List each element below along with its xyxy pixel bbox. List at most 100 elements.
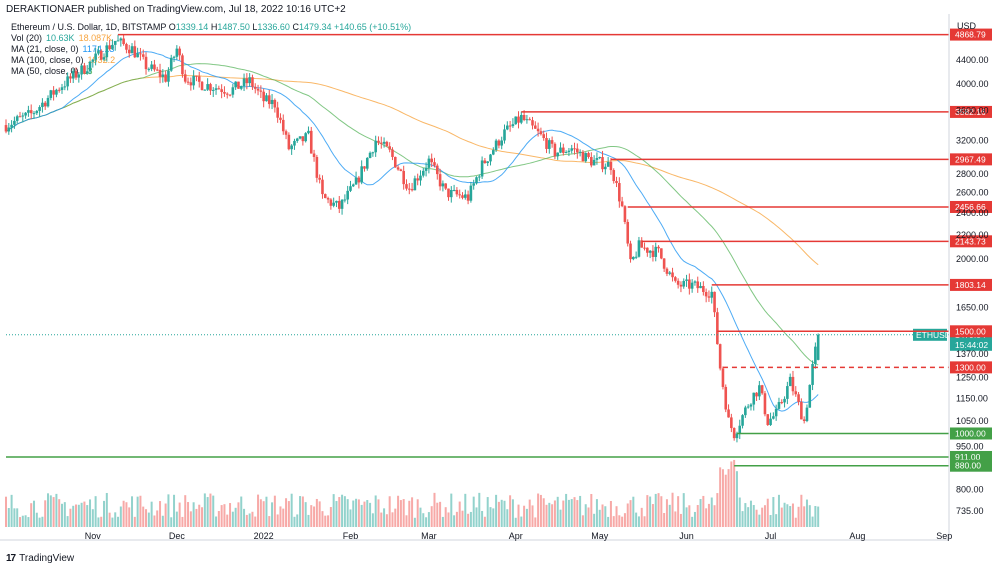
volume-bar [254,516,257,527]
candle-body [500,140,504,146]
volume-bar [783,502,786,527]
volume-bar [590,493,593,527]
ma21-line [5,51,819,412]
candle-body [113,40,117,45]
candle-body [679,284,683,287]
candle-body [315,156,319,178]
candle-body [651,250,655,257]
moving-averages [5,51,819,412]
volume-bar [290,493,293,527]
candle-body [548,140,551,149]
y-tick-label: 2000.00 [956,254,989,264]
candle-body [203,89,207,91]
volume-bar [657,493,660,527]
volume-bar [35,512,38,527]
candle-body [620,201,624,207]
volume-bar [811,516,814,527]
volume-bar [94,496,97,527]
volume-bar [601,504,604,527]
candle-body [601,157,604,170]
volume-bar [153,515,156,527]
volume-bar [523,505,526,527]
volume-bar [159,501,162,527]
candle-body [111,44,114,50]
candle-body [66,76,69,87]
price-level-badge [950,200,992,213]
candle-body [223,92,226,94]
volume-bar [808,505,811,527]
volume-bar [245,514,248,527]
candle-body [290,145,293,150]
price-level-label: 1803.14 [955,280,986,290]
volume-bar [282,508,285,527]
candle-body [276,107,279,118]
candle-body [91,59,95,62]
candle-body [522,114,526,121]
volume-bar [803,506,806,527]
candle-body [354,177,358,185]
volume-bar [780,507,783,527]
volume-bar [273,495,276,527]
candle-body [531,120,534,126]
candle-body [769,418,772,425]
volume-bar [632,496,635,527]
candle-body [35,110,39,114]
volume-bar [649,496,652,527]
tradingview-logo[interactable]: 17 TradingView [6,553,74,564]
volume-bar [441,516,444,527]
candle-body [186,81,190,83]
volume-bar [492,508,495,527]
volume-bar [478,492,481,527]
candle-body [788,376,792,387]
x-tick-label: Jul [765,531,777,541]
volume-bar [514,517,517,527]
candle-body [539,131,543,135]
volume-bar [679,513,682,527]
candle-body [646,247,649,253]
volume-bar [293,516,296,527]
x-tick-label: Mar [421,531,437,541]
volume-bar [551,504,554,527]
candle-body [786,386,789,399]
volume-bar [744,503,747,527]
candle-body [335,200,338,203]
volume-bar [259,499,262,527]
candle-body [707,296,711,298]
volume-bar [402,499,405,527]
volume-bar [447,512,450,527]
volume-bar [677,496,680,527]
candle-body [153,64,156,70]
volume-bar [128,507,131,527]
y-tick-label: 1650.00 [956,302,989,312]
volume-bar [276,514,279,527]
volume-bar [612,516,615,527]
candle-body [4,125,8,132]
candle-body [225,93,229,95]
volume-bar [385,514,388,527]
volume-bar [562,500,565,527]
volume-bar [814,506,817,527]
candle-body [746,406,750,408]
volume-bar [175,511,178,527]
candle-body [581,151,585,162]
legend-title-row: Ethereum / U.S. Dollar, 1D, BITSTAMP O13… [11,22,411,33]
legend-l-label: L [252,22,258,32]
volume-bar [696,505,699,527]
candle-body [626,221,630,244]
volume-bar [156,510,159,527]
price-level-label: 3582.16 [955,107,986,117]
candle-body [237,81,240,89]
x-tick-label: 2022 [254,531,274,541]
volume-bar [500,499,503,527]
candle-body [253,86,257,89]
candle-body [578,151,582,153]
candle-body [385,141,389,147]
volume-bar [27,517,30,527]
volume-bar [377,499,380,527]
candle-body [674,277,677,281]
candle-body [438,174,442,187]
volume-bar [455,511,458,527]
candle-body [421,170,425,176]
volume-bar [111,517,114,527]
